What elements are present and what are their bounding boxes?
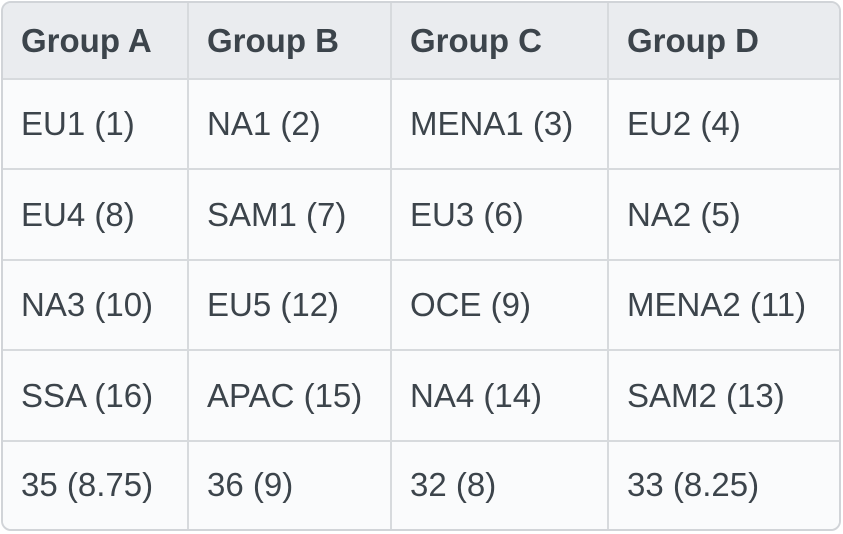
table-cell: APAC (15) (187, 349, 392, 442)
header-row: Group A Group B Group C Group D (3, 3, 839, 80)
table-cell: EU4 (8) (3, 168, 189, 261)
table-row-seeds-3: NA3 (10) EU5 (12) OCE (9) MENA2 (11) (3, 258, 839, 352)
table-cell: OCE (9) (390, 258, 609, 352)
totals-row: 35 (8.75) 36 (9) 32 (8) 33 (8.25) (3, 439, 839, 529)
table-cell: NA4 (14) (390, 349, 609, 442)
table-cell: NA3 (10) (3, 258, 189, 352)
column-header-group-d: Group D (607, 3, 839, 80)
table-cell: EU3 (6) (390, 168, 609, 261)
table-cell: NA2 (5) (607, 168, 839, 261)
totals-cell: 36 (9) (187, 439, 392, 529)
column-header-group-a: Group A (3, 3, 189, 80)
table-cell: EU5 (12) (187, 258, 392, 352)
table-row-seeds-2: EU4 (8) SAM1 (7) EU3 (6) NA2 (5) (3, 168, 839, 261)
table-cell: MENA1 (3) (390, 77, 609, 171)
table-cell: SAM2 (13) (607, 349, 839, 442)
table-cell: EU1 (1) (3, 77, 189, 171)
totals-cell: 33 (8.25) (607, 439, 839, 529)
table-cell: MENA2 (11) (607, 258, 839, 352)
table-cell: NA1 (2) (187, 77, 392, 171)
table-cell: EU2 (4) (607, 77, 839, 171)
totals-cell: 35 (8.75) (3, 439, 189, 529)
totals-cell: 32 (8) (390, 439, 609, 529)
groups-table: Group A Group B Group C Group D EU1 (1) … (3, 3, 839, 529)
column-header-group-c: Group C (390, 3, 609, 80)
table-cell: SAM1 (7) (187, 168, 392, 261)
table-row-seeds-1: EU1 (1) NA1 (2) MENA1 (3) EU2 (4) (3, 77, 839, 171)
table-row-seeds-4: SSA (16) APAC (15) NA4 (14) SAM2 (13) (3, 349, 839, 442)
column-header-group-b: Group B (187, 3, 392, 80)
table-cell: SSA (16) (3, 349, 189, 442)
